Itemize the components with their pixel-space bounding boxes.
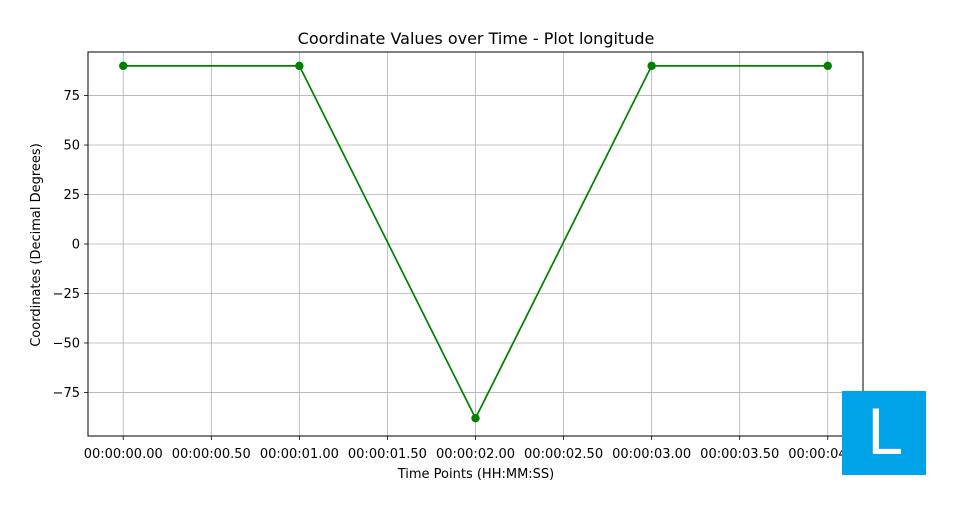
logo-badge: L [842, 391, 926, 475]
x-tick-label: 00:00:03.50 [700, 447, 779, 462]
data-point [647, 61, 656, 71]
y-axis: −75 −50 −25 0 25 50 75 [53, 89, 88, 401]
y-tick-label: 50 [63, 139, 80, 154]
y-tick-label: −50 [53, 336, 80, 351]
x-tick-label: 00:00:01.50 [348, 447, 427, 462]
chart-title: Coordinate Values over Time - Plot longi… [298, 29, 655, 48]
y-tick-label: −75 [53, 386, 80, 401]
data-point [471, 413, 480, 423]
data-point [823, 61, 832, 71]
x-tick-label: 00:00:03.00 [612, 447, 691, 462]
x-tick-label: 00:00:02.50 [524, 447, 603, 462]
data-point [295, 61, 304, 71]
y-tick-label: −25 [53, 287, 80, 302]
x-tick-label: 00:00:00.50 [172, 447, 251, 462]
x-tick-label: 00:00:00.00 [84, 447, 163, 462]
series-layer [119, 61, 832, 423]
y-axis-label: Coordinates (Decimal Degrees) [29, 143, 44, 347]
data-point [119, 61, 128, 71]
y-tick-label: 75 [63, 89, 80, 104]
x-tick-label: 00:00:02.00 [436, 447, 515, 462]
x-axis: 00:00:00.00 00:00:00.50 00:00:01.00 00:00:0… [84, 436, 867, 462]
y-tick-label: 0 [72, 238, 80, 253]
x-axis-label: Time Points (HH:MM:SS) [397, 467, 555, 482]
x-tick-label: 00:00:01.00 [260, 447, 339, 462]
grid [88, 52, 863, 436]
y-tick-label: 25 [63, 188, 80, 203]
